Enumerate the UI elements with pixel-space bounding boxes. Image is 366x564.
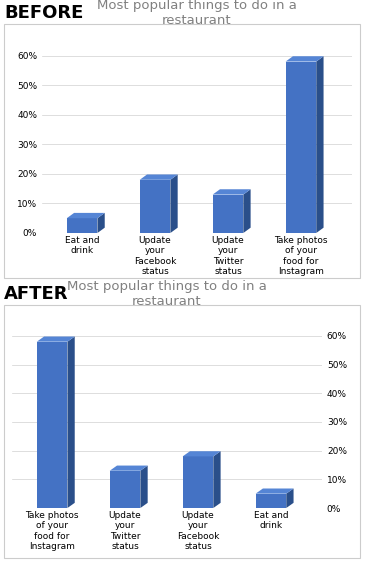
Polygon shape	[67, 337, 75, 508]
Text: AFTER: AFTER	[4, 285, 68, 303]
Bar	[285, 61, 316, 233]
Title: Most popular things to do in a
restaurant: Most popular things to do in a restauran…	[67, 280, 267, 308]
Polygon shape	[285, 56, 324, 61]
Polygon shape	[37, 337, 75, 342]
Bar	[183, 456, 213, 508]
Polygon shape	[255, 488, 294, 494]
Polygon shape	[183, 451, 221, 456]
Polygon shape	[67, 213, 105, 218]
Polygon shape	[141, 465, 147, 508]
Polygon shape	[316, 56, 324, 233]
Polygon shape	[140, 174, 178, 180]
Polygon shape	[110, 465, 147, 471]
Bar	[140, 180, 171, 233]
Title: Most popular things to do in a
restaurant: Most popular things to do in a restauran…	[97, 0, 297, 27]
Bar	[213, 195, 243, 233]
Polygon shape	[213, 190, 251, 195]
Polygon shape	[243, 190, 251, 233]
Bar	[37, 342, 67, 508]
Polygon shape	[171, 174, 178, 233]
Polygon shape	[97, 213, 105, 233]
Text: BEFORE: BEFORE	[4, 4, 83, 22]
Polygon shape	[286, 488, 294, 508]
Polygon shape	[213, 451, 221, 508]
Bar	[67, 218, 97, 233]
Bar	[110, 471, 141, 508]
Bar	[255, 494, 286, 508]
